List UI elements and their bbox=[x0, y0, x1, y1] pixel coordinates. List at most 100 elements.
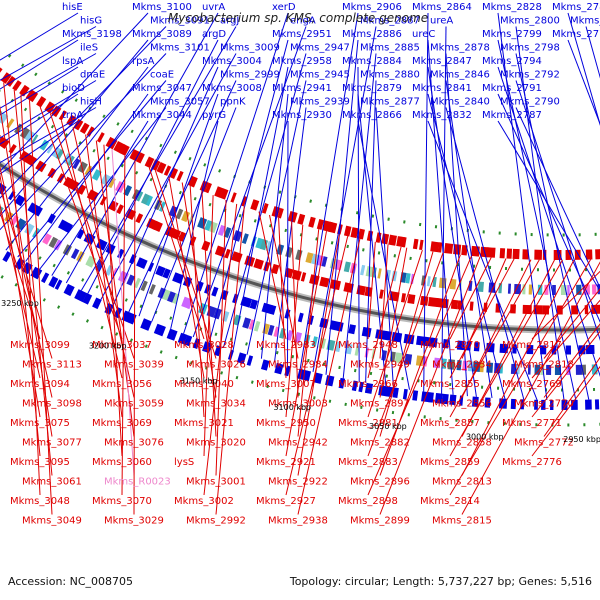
gene-feature bbox=[153, 199, 163, 211]
gene-feature bbox=[79, 122, 90, 135]
reverse-leader-line bbox=[258, 211, 287, 340]
reverse-gene-label: Mkms_2983 bbox=[256, 340, 316, 351]
gene-feature bbox=[192, 338, 201, 350]
reverse-leader-line bbox=[461, 259, 532, 398]
reverse-gene-label: Mkms_3028 bbox=[174, 340, 234, 351]
gene-feature bbox=[172, 272, 185, 284]
gene-feature bbox=[24, 130, 36, 143]
gene-feature bbox=[441, 393, 449, 405]
gene-feature bbox=[391, 270, 398, 282]
reverse-gene-label: Mkms_2817 bbox=[502, 340, 562, 351]
reverse-gene-label: Mkms_3026 bbox=[186, 360, 246, 371]
forward-gene-label: Mkms_2941 bbox=[272, 83, 332, 94]
forward-leader-line bbox=[497, 120, 600, 292]
reverse-leader-line bbox=[215, 199, 227, 476]
gene-feature bbox=[108, 177, 116, 189]
gene-feature bbox=[433, 357, 441, 369]
forward-gene-label: Mkms_2779 bbox=[570, 16, 600, 27]
forward-gene-label: Mkms_2840 bbox=[430, 97, 490, 108]
gene-feature bbox=[178, 231, 186, 242]
reverse-gene-label: Mkms_2881 bbox=[338, 418, 398, 429]
reverse-gene-label: Mkms_3094 bbox=[10, 379, 70, 390]
reverse-leader-line bbox=[379, 244, 389, 359]
gene-feature bbox=[262, 323, 270, 335]
forward-gene-label: pyrG bbox=[202, 110, 226, 121]
reverse-gene-label: Mkms_3002 bbox=[174, 496, 234, 507]
reverse-leader-line bbox=[297, 234, 340, 476]
forward-gene-label: xerD bbox=[272, 2, 296, 13]
gene-feature bbox=[35, 206, 43, 217]
gene-feature bbox=[389, 351, 396, 363]
reverse-gene-label: Mkms_2948 bbox=[338, 340, 398, 351]
forward-gene-label: Mkms_2886 bbox=[342, 29, 402, 40]
gene-feature bbox=[316, 219, 325, 230]
reverse-gene-label: Mkms_3007 bbox=[256, 379, 316, 390]
forward-gene-label: Mkms_2866 bbox=[342, 110, 402, 121]
gene-feature bbox=[271, 263, 280, 275]
forward-gene-label: Mkms_2951 bbox=[272, 29, 332, 40]
gene-feature bbox=[86, 189, 99, 202]
gene-feature bbox=[24, 223, 35, 235]
reverse-gene-label: Mkms_2942 bbox=[268, 438, 328, 449]
forward-gene-label: ileS bbox=[80, 43, 98, 54]
reverse-leader-line bbox=[285, 231, 327, 457]
gene-feature bbox=[230, 192, 237, 203]
gene-feature bbox=[144, 156, 155, 169]
reverse-gene-label: Mkms_2984 bbox=[268, 360, 328, 371]
reverse-gene-label: Mkms_3040 bbox=[174, 379, 234, 390]
forward-leader-line bbox=[17, 80, 167, 258]
reverse-gene-labels: Mkms_3099 Mkms_3113 Mkms_3094 Mkms_3098 Mkms… bbox=[10, 340, 574, 527]
gene-feature bbox=[48, 276, 59, 288]
reverse-gene-label: lysS bbox=[174, 457, 194, 468]
gene-feature bbox=[381, 233, 390, 245]
forward-leader-line bbox=[51, 120, 149, 276]
gene-feature bbox=[327, 221, 338, 234]
reverse-gene-label: Mkms_2771 bbox=[502, 418, 562, 429]
gene-feature bbox=[250, 199, 260, 211]
reverse-leader-line bbox=[449, 257, 492, 340]
reverse-gene-label: Mkms_3048 bbox=[10, 496, 70, 507]
forward-gene-label: Mkms_2947 bbox=[290, 43, 350, 54]
gene-feature bbox=[415, 355, 424, 367]
forward-gene-label: coaE bbox=[150, 70, 174, 81]
gene-feature bbox=[457, 300, 464, 310]
gene-feature bbox=[403, 333, 415, 345]
forward-gene-label: Mkms_2791 bbox=[482, 83, 542, 94]
gene-feature bbox=[125, 208, 137, 220]
gene-feature bbox=[277, 207, 284, 219]
forward-gene-label: Mkms_2828 bbox=[482, 2, 542, 13]
reverse-leader-line bbox=[285, 224, 304, 418]
reverse-gene-label: Mkms_3049 bbox=[22, 516, 82, 527]
reverse-gene-label: Mkms_2950 bbox=[256, 418, 316, 429]
reverse-gene-label: Mkms_3076 bbox=[104, 438, 164, 449]
gene-feature bbox=[379, 289, 384, 299]
gene-feature bbox=[308, 216, 316, 228]
forward-leader-line bbox=[357, 120, 410, 390]
reverse-gene-label: Mkms_2814 bbox=[420, 496, 480, 507]
forward-gene-label: Mkms_2787 bbox=[482, 110, 542, 121]
forward-leader-line bbox=[25, 93, 149, 262]
forward-gene-label: Mkms_2799 bbox=[482, 29, 542, 40]
forward-leader-line bbox=[274, 107, 307, 363]
reverse-leader-line bbox=[181, 182, 217, 398]
reverse-gene-label: Mkms_2870 bbox=[420, 340, 480, 351]
gene-feature bbox=[183, 334, 193, 347]
forward-leader-line bbox=[100, 53, 237, 300]
forward-gene-label: Mkms_2841 bbox=[412, 83, 472, 94]
gene-feature bbox=[40, 272, 50, 284]
gene-feature bbox=[486, 342, 495, 353]
gene-feature bbox=[85, 255, 97, 268]
gene-feature bbox=[265, 240, 272, 252]
forward-gene-label: Mkms_2794 bbox=[482, 56, 542, 67]
forward-gene-label: Mkms_2792 bbox=[500, 70, 560, 81]
scale-tick-label: 2950 kbp bbox=[563, 435, 600, 444]
reverse-gene-label: Mkms_2815 bbox=[432, 516, 492, 527]
gene-feature bbox=[140, 318, 152, 331]
gene-feature bbox=[19, 84, 30, 97]
forward-gene-label: Mkms_3044 bbox=[132, 110, 192, 121]
forward-leader-line bbox=[325, 39, 359, 375]
gene-feature bbox=[8, 144, 17, 154]
reverse-leader-line bbox=[531, 299, 600, 379]
gene-feature bbox=[233, 314, 242, 326]
gene-feature bbox=[95, 260, 104, 272]
